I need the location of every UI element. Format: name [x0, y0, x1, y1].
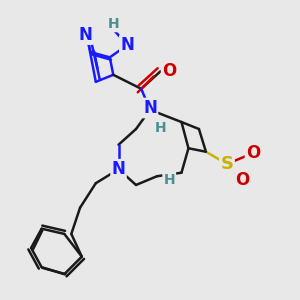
Text: H: H — [164, 173, 175, 187]
Text: N: N — [112, 160, 125, 178]
Text: O: O — [246, 145, 260, 163]
Text: S: S — [220, 155, 233, 173]
Text: N: N — [120, 36, 134, 54]
Text: N: N — [78, 26, 92, 44]
Text: H: H — [107, 17, 119, 31]
Text: H: H — [155, 121, 166, 135]
Text: O: O — [236, 171, 250, 189]
Text: O: O — [162, 62, 176, 80]
Text: N: N — [143, 99, 157, 117]
